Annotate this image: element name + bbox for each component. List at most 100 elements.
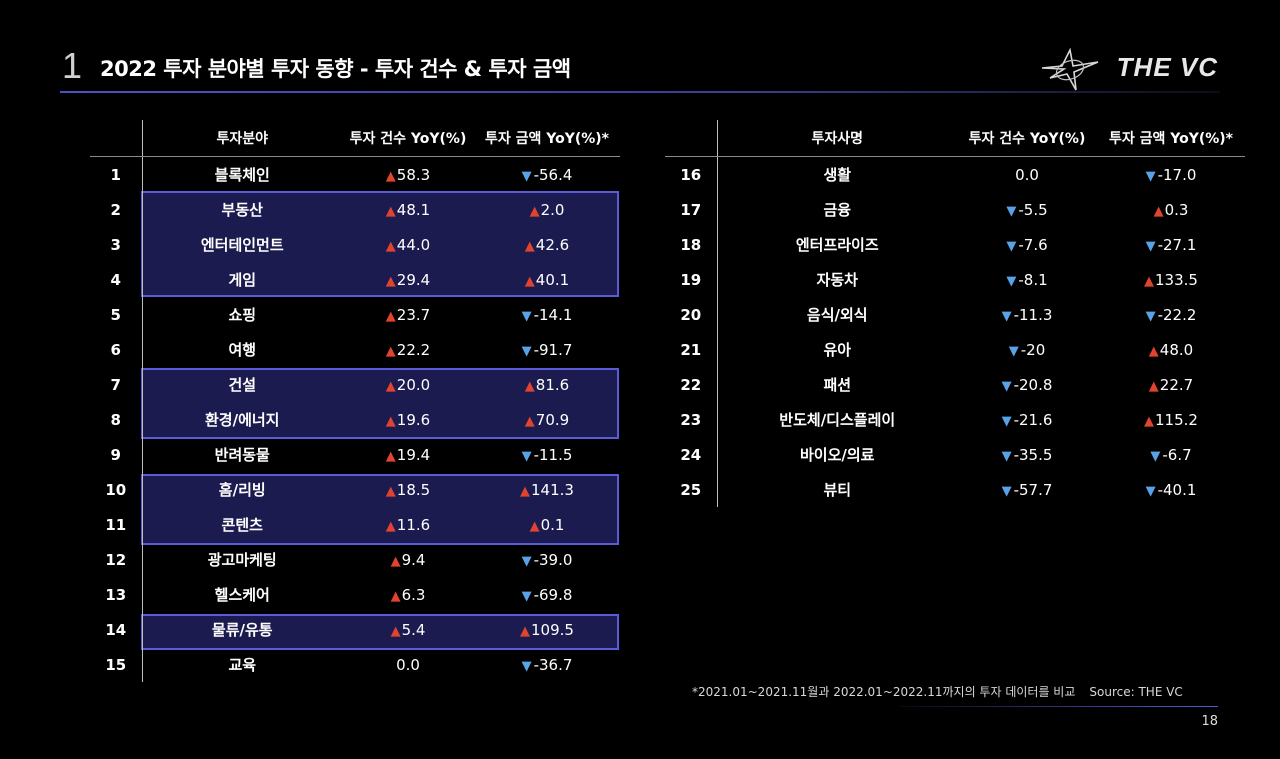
rank-text: 16 [680, 165, 702, 184]
rank-text: 23 [680, 410, 702, 429]
category-text: 부동산 [221, 201, 263, 219]
footer-divider [900, 706, 1218, 707]
amount-yoy-cell: 48.0 [1097, 332, 1245, 367]
amount-yoy-cell: -6.7 [1097, 437, 1245, 472]
rank-cell: 8 [90, 402, 143, 437]
down-arrow-value: -22.2 [1146, 306, 1197, 324]
rank-cell: 10 [90, 472, 143, 507]
page-title: 2022 투자 분야별 투자 동향 - 투자 건수 & 투자 금액 [100, 57, 571, 81]
count-yoy-cell: -57.7 [957, 472, 1097, 507]
rank-cell: 14 [90, 612, 143, 647]
down-arrow-value: -36.7 [522, 656, 573, 674]
rank-text: 10 [105, 480, 127, 499]
up-arrow-value: 22.2 [386, 341, 430, 359]
value: 0.0 [1015, 165, 1039, 184]
category-cell: 콘텐츠 [142, 507, 342, 542]
down-arrow-value: -91.7 [522, 341, 573, 359]
rank-text: 15 [105, 655, 127, 674]
logo-star-icon [1041, 48, 1099, 91]
rank-text: 4 [110, 270, 121, 289]
category-text: 자동차 [816, 271, 858, 289]
count-yoy-cell: 11.6 [342, 507, 474, 542]
category-cell: 금융 [717, 192, 957, 227]
rank-cell: 21 [665, 332, 718, 367]
table-row: 3 엔터테인먼트 44.0 42.6 [90, 227, 620, 262]
amount-yoy-cell: 22.7 [1097, 367, 1245, 402]
rank-cell: 11 [90, 507, 143, 542]
down-arrow-value: -6.7 [1150, 446, 1191, 464]
category-text: 엔터테인먼트 [200, 236, 284, 254]
up-arrow-value: 23.7 [386, 306, 430, 324]
highlight-group-7-8 [141, 368, 619, 439]
category-text: 엔터프라이즈 [795, 236, 879, 254]
right-table: 투자사명 투자 건수 YoY(%) 투자 금액 YoY(%)* 16 생활 0.0 -… [665, 120, 1245, 507]
up-arrow-value: 20.0 [386, 376, 430, 394]
amount-yoy-cell: -22.2 [1097, 297, 1245, 332]
down-arrow-value: -17.0 [1146, 166, 1197, 184]
amount-yoy-cell: -39.0 [474, 542, 620, 577]
count-yoy-cell: 18.5 [342, 472, 474, 507]
amount-yoy-cell: 141.3 [474, 472, 620, 507]
table-row: 20 음식/외식 -11.3 -22.2 [665, 297, 1245, 332]
rank-cell: 18 [665, 227, 718, 262]
down-arrow-value: -5.5 [1006, 201, 1047, 219]
category-text: 쇼핑 [228, 306, 257, 324]
count-yoy-cell: 9.4 [342, 542, 474, 577]
rank-cell: 5 [90, 297, 143, 332]
down-arrow-value: -11.3 [1002, 306, 1053, 324]
category-text: 게임 [228, 271, 257, 289]
up-arrow-value: 115.2 [1144, 411, 1198, 429]
up-arrow-value: 133.5 [1144, 271, 1198, 289]
up-arrow-value: 29.4 [386, 271, 430, 289]
category-text: 광고마케팅 [207, 551, 277, 569]
category-text: 환경/에너지 [205, 411, 280, 429]
highlight-group-14 [141, 614, 619, 650]
up-arrow-value: 6.3 [391, 586, 426, 604]
table-row: 2 부동산 48.1 2.0 [90, 192, 620, 227]
table-row: 4 게임 29.4 40.1 [90, 262, 620, 297]
header-amount-yoy: 투자 금액 YoY(%)* [1097, 120, 1245, 157]
category-cell: 뷰티 [717, 472, 957, 507]
rank-text: 11 [105, 515, 127, 534]
down-arrow-value: -35.5 [1002, 446, 1053, 464]
rank-text: 9 [110, 445, 121, 464]
up-arrow-value: 141.3 [520, 481, 574, 499]
down-arrow-value: -14.1 [522, 306, 573, 324]
category-cell: 블록체인 [142, 157, 342, 193]
amount-yoy-cell: -36.7 [474, 647, 620, 682]
amount-yoy-cell: 109.5 [474, 612, 620, 647]
footnote-text: *2021.01~2021.11월과 2022.01~2022.11까지의 투자… [692, 685, 1076, 699]
header-rank [665, 120, 718, 157]
category-text: 생활 [823, 166, 852, 184]
amount-yoy-cell: 70.9 [474, 402, 620, 437]
category-text: 블록체인 [214, 166, 270, 184]
category-cell: 바이오/의료 [717, 437, 957, 472]
category-cell: 자동차 [717, 262, 957, 297]
up-arrow-value: 19.6 [386, 411, 430, 429]
table-row: 17 금융 -5.5 0.3 [665, 192, 1245, 227]
count-yoy-cell: 20.0 [342, 367, 474, 402]
count-yoy-cell: -7.6 [957, 227, 1097, 262]
category-cell: 교육 [142, 647, 342, 682]
rank-text: 17 [680, 200, 702, 219]
up-arrow-value: 5.4 [391, 621, 426, 639]
amount-yoy-cell: -14.1 [474, 297, 620, 332]
rank-cell: 20 [665, 297, 718, 332]
rank-cell: 24 [665, 437, 718, 472]
category-cell: 물류/유통 [142, 612, 342, 647]
down-arrow-value: -56.4 [522, 166, 573, 184]
category-cell: 쇼핑 [142, 297, 342, 332]
amount-yoy-cell: 42.6 [474, 227, 620, 262]
category-cell: 반도체/디스플레이 [717, 402, 957, 437]
count-yoy-cell: 44.0 [342, 227, 474, 262]
header-company: 투자사명 [717, 120, 957, 157]
rank-cell: 22 [665, 367, 718, 402]
up-arrow-value: 9.4 [391, 551, 426, 569]
table-row: 23 반도체/디스플레이 -21.6 115.2 [665, 402, 1245, 437]
the-vc-logo: THE VC [1040, 48, 1220, 91]
category-text: 바이오/의료 [800, 446, 875, 464]
category-text: 여행 [228, 341, 257, 359]
category-cell: 유아 [717, 332, 957, 367]
rank-text: 7 [110, 375, 121, 394]
slide-header: 1 2022 투자 분야별 투자 동향 - 투자 건수 & 투자 금액 THE … [60, 40, 1220, 96]
